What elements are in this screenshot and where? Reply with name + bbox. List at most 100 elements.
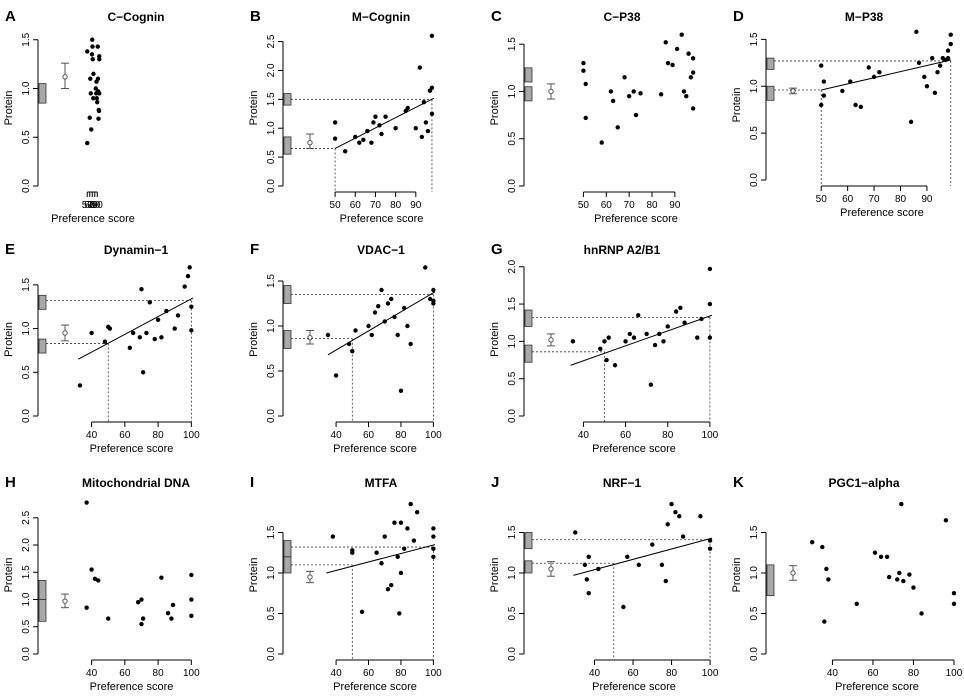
x-tick-label: 80 [666,668,678,679]
x-tick-label: 40 [589,668,601,679]
mean-marker [307,335,313,341]
data-point [932,90,938,96]
data-point [899,501,904,507]
density-box [283,285,292,304]
density-box [524,532,533,550]
data-point [679,32,684,37]
y-axis-label: Protein [489,91,501,126]
data-point [401,305,407,311]
panel-letter: D [733,8,744,25]
data-point [353,328,358,333]
data-point [159,575,164,580]
x-tick-label: 100 [702,430,719,441]
data-point [699,316,704,322]
x-tick-label: 50 [578,200,590,211]
y-tick-label: 1.5 [21,277,32,291]
mean-marker [307,574,313,580]
panel-title: C−Cognin [108,10,165,24]
data-point [165,610,171,616]
data-point [90,57,95,62]
data-point [657,331,662,337]
y-tick-label: 1.0 [507,84,518,98]
data-point [945,55,951,61]
data-point [187,265,192,270]
data-point [139,621,144,627]
data-point [707,266,713,272]
x-tick-label: 100 [183,668,200,679]
data-point [379,131,384,137]
data-point [908,119,914,125]
data-point [350,550,355,555]
x-tick-label: 70 [87,200,99,211]
data-point [583,115,588,121]
y-tick-label: 0.0 [21,179,32,193]
regression-line [334,97,435,149]
data-point [570,339,576,344]
y-tick-label: 0.0 [266,409,277,423]
data-point [383,114,388,119]
data-point [139,597,144,602]
data-point [372,310,378,315]
density-box [283,93,292,106]
x-tick-label: 100 [946,668,963,679]
panel-d: D M−P38 0.0 0.5 1.0 1.5 Protein 50 60 70 80 90 Prefe… [731,8,953,219]
data-point [365,128,370,134]
x-tick-label: 100 [183,430,200,441]
data-point [389,582,394,588]
data-point [89,127,94,132]
data-point [96,578,101,583]
data-point [342,149,348,154]
x-tick-label: 40 [86,668,98,679]
data-point [382,319,387,324]
data-point [824,566,829,572]
data-point [678,305,683,310]
data-point [159,335,164,340]
y-tick-label: 2.5 [266,34,277,48]
data-point [821,93,827,98]
data-point [144,330,149,336]
data-point [608,89,614,94]
data-point [586,591,591,596]
panel-title: Mitochondrial DNA [82,476,190,490]
x-axis-label: Preference score [840,207,924,219]
mean-marker [62,598,68,604]
data-point [877,69,882,75]
x-tick-label: 80 [390,200,402,211]
y-axis-label: Protein [3,91,15,126]
panel-letter: E [5,241,15,258]
x-tick-label: 80 [395,430,407,441]
data-point [707,335,713,340]
x-tick-label: 60 [842,194,854,205]
y-axis-label: Protein [3,322,15,357]
data-point [686,51,691,56]
y-tick-label: 1.5 [749,525,760,539]
data-point [369,140,374,145]
data-point [633,112,639,118]
x-axis-label: Preference score [340,213,424,225]
data-point [361,137,366,142]
y-tick-label: 0.5 [266,364,277,378]
y-tick-label: 1.0 [749,566,760,580]
data-point [401,546,407,551]
data-point [85,140,90,146]
panel-b: B M−Cognin 0.0 0.5 1.0 1.5 2.0 2.5 Protein 50 60 70… [248,8,435,225]
data-point [431,554,436,559]
x-tick-label: 60 [867,668,879,679]
mean-marker [62,74,68,80]
data-point [884,554,890,559]
data-point [353,134,358,140]
data-point [135,600,141,605]
data-point [623,339,628,344]
data-point [650,542,655,547]
y-axis-label: Protein [731,88,743,123]
y-tick-label: 1.5 [266,92,277,106]
y-tick-label: 0.0 [507,409,518,423]
data-point [359,609,365,615]
data-point [189,304,194,309]
data-point [189,597,194,602]
data-point [631,89,636,94]
data-point [89,330,94,336]
y-axis-label: Protein [248,91,260,126]
data-point [911,585,916,590]
